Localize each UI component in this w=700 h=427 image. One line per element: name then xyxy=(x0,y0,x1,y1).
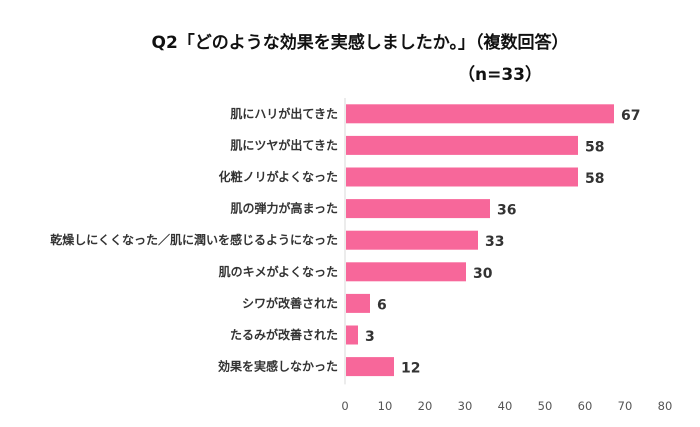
data-label: 58 xyxy=(585,171,604,187)
bar xyxy=(346,325,358,345)
bar xyxy=(346,167,578,187)
category-label: 肌にツヤが出てきた xyxy=(229,137,338,152)
bar xyxy=(346,230,478,250)
data-label: 6 xyxy=(377,297,387,313)
x-tick-label: 60 xyxy=(578,399,593,413)
x-tick-label: 0 xyxy=(341,399,348,413)
chart-title: Q2「どのような効果を実感しましたか。」（複数回答） xyxy=(151,33,569,53)
x-tick-label: 70 xyxy=(618,399,633,413)
category-label: 肌のキメがよくなった xyxy=(218,264,338,279)
data-label: 67 xyxy=(621,108,640,124)
bar xyxy=(346,135,578,155)
category-label: 肌の弾力が高まった xyxy=(229,201,338,216)
category-label: 効果を実感しなかった xyxy=(218,359,338,374)
x-tick-label: 40 xyxy=(498,399,513,413)
data-label: 12 xyxy=(401,361,420,377)
category-label: 化粧ノリがよくなった xyxy=(219,169,338,184)
data-label: 36 xyxy=(497,203,516,219)
x-tick-label: 80 xyxy=(658,399,673,413)
data-label: 58 xyxy=(585,139,604,155)
data-label: 30 xyxy=(473,266,493,282)
category-label: 肌にハリが出てきた xyxy=(229,106,338,121)
x-tick-label: 10 xyxy=(378,399,393,413)
category-label: たるみが改善された xyxy=(230,327,338,342)
x-tick-label: 50 xyxy=(538,399,553,413)
bar xyxy=(346,104,614,124)
chart-subtitle: （n=33） xyxy=(457,65,542,85)
bar xyxy=(346,293,370,313)
category-label: 乾燥しにくくなった／肌に潤いを感じるようになった xyxy=(50,232,338,247)
bar xyxy=(346,262,466,282)
bar xyxy=(346,199,490,219)
data-label: 33 xyxy=(485,234,504,250)
data-label: 3 xyxy=(365,329,375,345)
x-tick-label: 20 xyxy=(418,399,433,413)
x-tick-label: 30 xyxy=(458,399,473,413)
category-label: シワが改善された xyxy=(242,295,338,310)
bar xyxy=(346,357,394,377)
